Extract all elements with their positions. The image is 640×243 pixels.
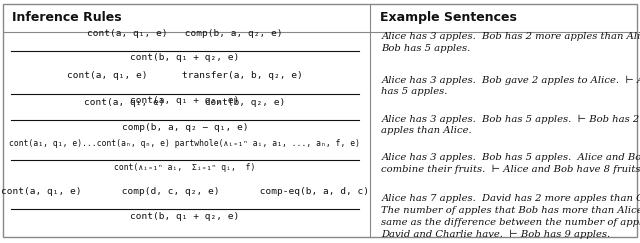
Text: cont(a, q₁, e)       cont(b, q₂, e): cont(a, q₁, e) cont(b, q₂, e)	[84, 98, 285, 107]
Text: Alice has 7 apples.  David has 2 more apples than Charlie.
The number of apples : Alice has 7 apples. David has 2 more app…	[381, 194, 640, 239]
Text: Alice has 3 apples.  Bob gave 2 apples to Alice.  ⊢ Alice
has 5 apples.: Alice has 3 apples. Bob gave 2 apples to…	[381, 75, 640, 96]
Text: cont(a, q₁, e)      transfer(a, b, q₂, e): cont(a, q₁, e) transfer(a, b, q₂, e)	[67, 71, 303, 80]
Text: Alice has 3 apples.  Bob has 5 apples.  ⊢ Bob has 2 more
apples than Alice.: Alice has 3 apples. Bob has 5 apples. ⊢ …	[381, 114, 640, 135]
Text: Inference Rules: Inference Rules	[12, 10, 121, 24]
Text: cont(a₁, q₁, e)...cont(aₙ, qₙ, e) partwhole(∧ᵢ₌₁ⁿ aᵢ, a₁, ..., aₙ, f, e): cont(a₁, q₁, e)...cont(aₙ, qₙ, e) partwh…	[10, 139, 360, 148]
Text: cont(a, q₁, e)       comp(d, c, q₂, e)       comp-eq(b, a, d, c): cont(a, q₁, e) comp(d, c, q₂, e) comp-eq…	[1, 187, 369, 196]
Text: Example Sentences: Example Sentences	[380, 10, 516, 24]
Text: cont(a, q₁, e)   comp(b, a, q₂, e): cont(a, q₁, e) comp(b, a, q₂, e)	[87, 29, 283, 38]
Text: cont(a, q₁ + q₂, e): cont(a, q₁ + q₂, e)	[131, 96, 239, 105]
Text: Alice has 3 apples.  Bob has 2 more apples than Alice.  ⊢
Bob has 5 apples.: Alice has 3 apples. Bob has 2 more apple…	[381, 32, 640, 52]
Text: cont(b, q₁ + q₂, e): cont(b, q₁ + q₂, e)	[131, 212, 239, 221]
Text: cont(∧ᵢ₌₁ⁿ aᵢ,  Σᵢ₌₁ⁿ qᵢ,  f): cont(∧ᵢ₌₁ⁿ aᵢ, Σᵢ₌₁ⁿ qᵢ, f)	[115, 163, 255, 172]
Text: comp(b, a, q₂ − q₁, e): comp(b, a, q₂ − q₁, e)	[122, 123, 248, 132]
Text: cont(b, q₁ + q₂, e): cont(b, q₁ + q₂, e)	[131, 53, 239, 62]
Text: Alice has 3 apples.  Bob has 5 apples.  Alice and Bob
combine their fruits.  ⊢ A: Alice has 3 apples. Bob has 5 apples. Al…	[381, 153, 640, 174]
